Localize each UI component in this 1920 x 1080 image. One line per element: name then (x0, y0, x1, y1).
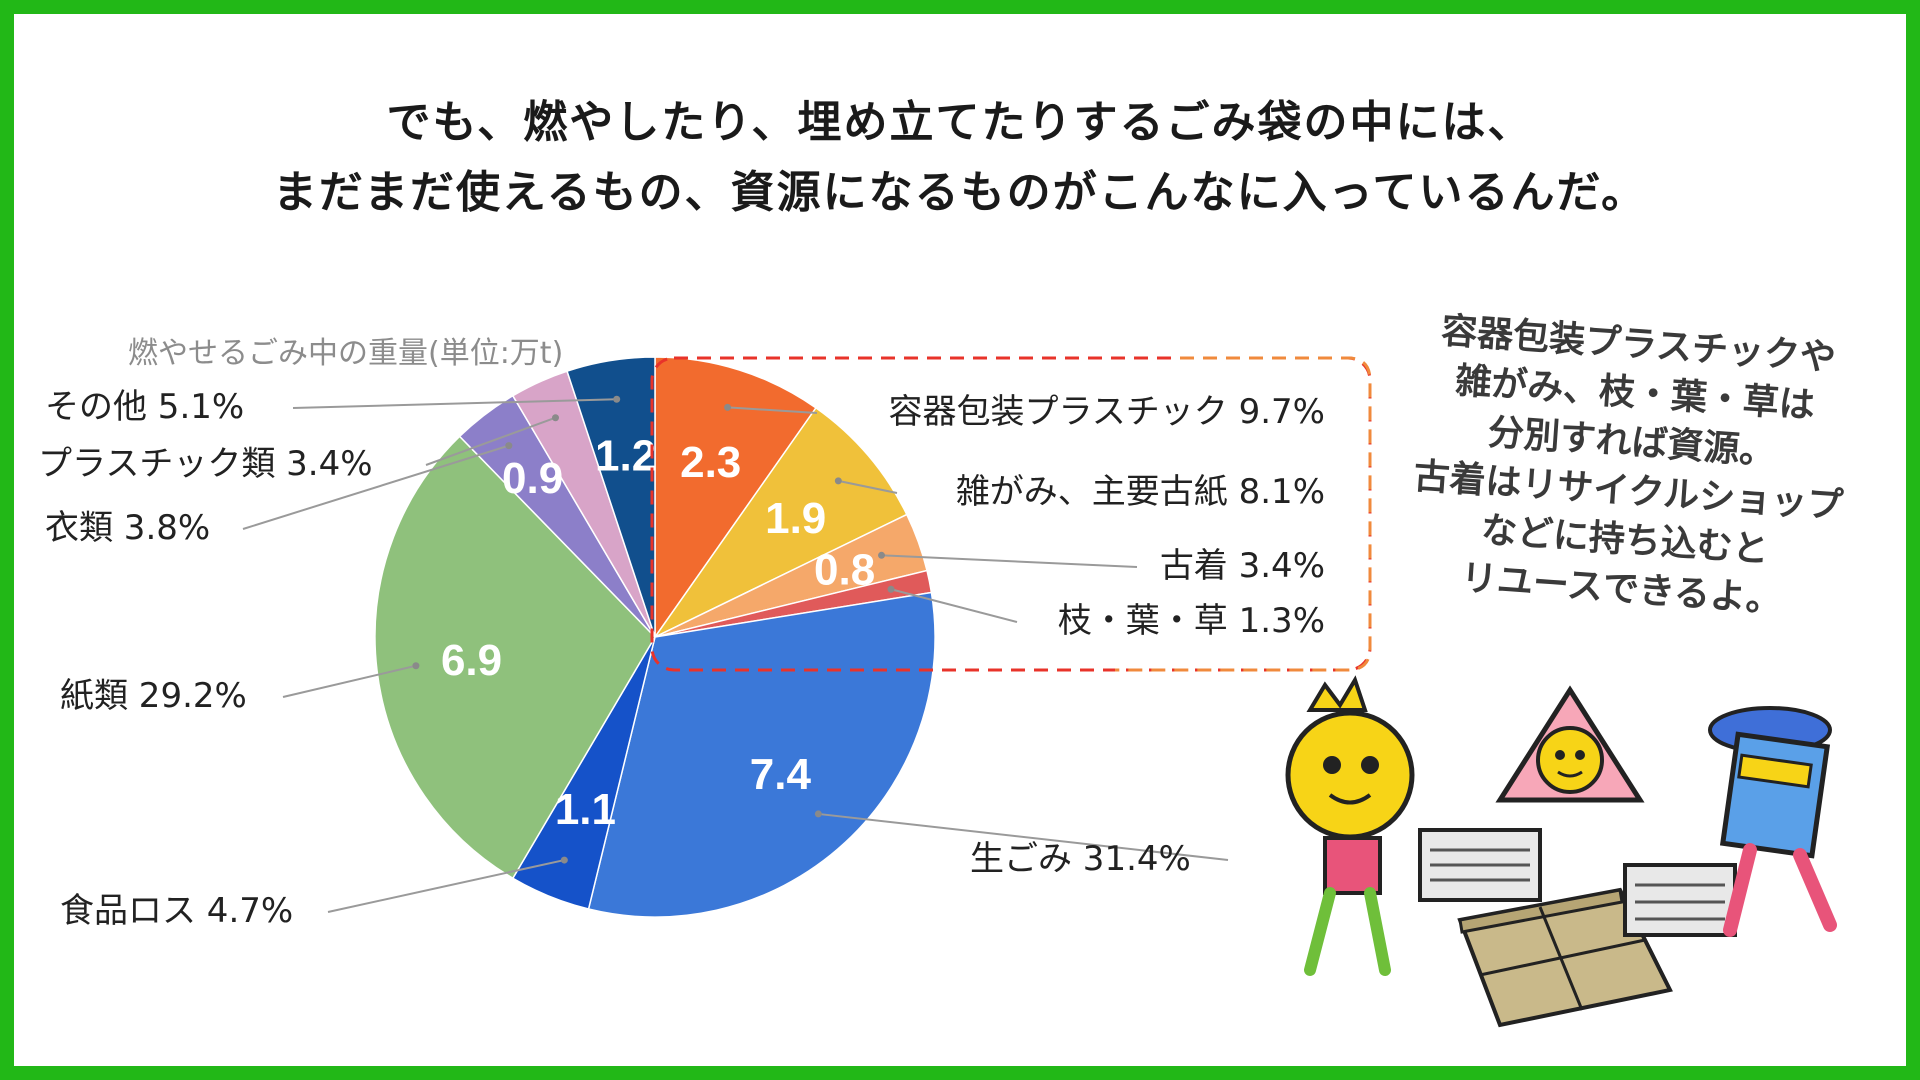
leader-line (818, 812, 1229, 861)
leader-dot (613, 395, 621, 403)
leader-dot (814, 810, 822, 818)
leader-line (425, 416, 556, 466)
slice-value-label: 1.1 (555, 785, 616, 834)
leader-dot (412, 662, 420, 670)
category-label: 衣類 3.8% (45, 508, 210, 548)
leader-line (242, 444, 510, 530)
leader-line (890, 588, 1018, 623)
headline: でも、燃やしたり、埋め立てたりするごみ袋の中には、 まだまだ使えるもの、資源にな… (0, 88, 1920, 228)
category-label: 生ごみ 31.4% (970, 839, 1191, 879)
category-label: プラスチック類 3.4% (38, 444, 373, 484)
leader-dot (505, 442, 513, 450)
pie-slice (374, 435, 656, 880)
slice-value-label: 7.4 (750, 750, 812, 799)
category-label: 食品ロス 4.7% (60, 891, 293, 931)
box-mascot-icon (1708, 706, 1837, 937)
pie-slice (654, 356, 817, 640)
leader-dot (560, 856, 568, 864)
side-note: 容器包装プラスチックや 雑がみ、枝・葉・草は 分別すれば資源。 古着はリサイクル… (1385, 304, 1874, 630)
leader-dot (878, 551, 886, 559)
leader-dot (834, 477, 842, 485)
slice-value-label: 0.8 (814, 546, 875, 595)
cardboard-bundle-icon (1457, 887, 1673, 1028)
chart-title: 燃やせるごみ中の重量(単位:万t) (128, 336, 564, 371)
recycle-mascot-icon (1495, 685, 1645, 803)
pie-slice (566, 356, 656, 638)
category-label: その他 5.1% (45, 387, 244, 427)
lemon-mascot-icon (1285, 675, 1415, 976)
headline-line-2: まだまだ使えるもの、資源になるものがこんなに入っているんだ。 (272, 167, 1648, 218)
slice-value-label: 1.2 (595, 432, 656, 481)
leader-dot (724, 403, 732, 411)
mascot-illustration (1285, 675, 1837, 1028)
slice-value-label: 1.9 (765, 494, 826, 543)
slice-value-label: 2.3 (680, 438, 741, 487)
category-label: 古着 3.4% (1160, 546, 1325, 586)
leader-line (292, 398, 617, 409)
leader-line (282, 664, 417, 698)
leader-line (327, 859, 565, 913)
leader-line (727, 406, 818, 414)
category-label: 雑がみ、主要古紙 8.1% (956, 472, 1325, 512)
pie-slice (652, 406, 908, 639)
leader-dot (551, 414, 559, 422)
category-label: 紙類 29.2% (60, 676, 247, 716)
slice-value-label: 0.9 (502, 454, 563, 503)
pie-slice (587, 591, 936, 918)
highlight-box (650, 356, 1372, 672)
newspaper-bundle-icon (1418, 828, 1737, 937)
leader-dot (887, 585, 895, 593)
category-label: 枝・葉・草 1.3% (1058, 601, 1325, 641)
headline-line-1: でも、燃やしたり、埋め立てたりするごみ袋の中には、 (386, 97, 1534, 148)
slice-value-label: 6.9 (441, 636, 502, 685)
leader-line (881, 554, 1138, 568)
leader-line (838, 479, 898, 494)
category-label: 容器包装プラスチック 9.7% (888, 392, 1325, 432)
